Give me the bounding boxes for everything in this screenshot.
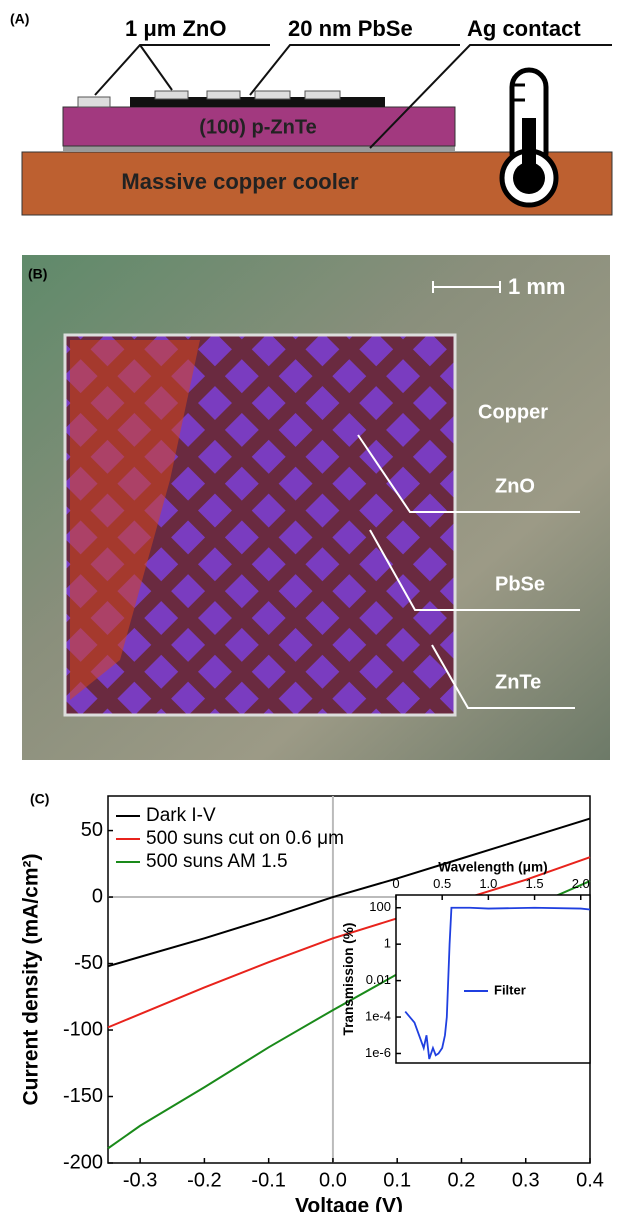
y-tick-label: 0	[92, 885, 103, 907]
x-tick-label: 0.0	[319, 1169, 347, 1191]
panel-label: (A)	[10, 11, 29, 27]
y-tick-label: 1e-4	[365, 1008, 391, 1023]
y-tick-label: 100	[369, 899, 391, 914]
x-tick-label: 0.4	[576, 1169, 604, 1191]
label: 1 mm	[508, 274, 565, 299]
x-tick-label: 0	[392, 876, 399, 891]
pbse-layer	[130, 97, 385, 107]
plot-frame	[395, 894, 591, 1064]
x-axis-label: Voltage (V)	[295, 1195, 403, 1212]
data-line	[404, 906, 591, 1060]
panel-b: (B) 1 mm Copper ZnO PbSe ZnTe	[22, 255, 610, 760]
y-tick-label: -50	[74, 952, 103, 974]
y-tick-label: 0.01	[366, 972, 391, 987]
x-tick-label: 0.1	[383, 1169, 411, 1191]
label: PbSe	[495, 573, 545, 595]
y-tick-label: 50	[81, 819, 103, 841]
data-line	[107, 817, 591, 968]
panel-label: (C)	[30, 791, 49, 807]
y-tick-label: 1	[384, 936, 391, 951]
label: Copper	[478, 401, 548, 423]
y-tick-label: -100	[63, 1018, 103, 1040]
label: ZnTe	[495, 671, 541, 693]
thermometer	[499, 67, 559, 208]
x-tick-label: 1.5	[526, 876, 544, 891]
x-tick-label: -0.2	[187, 1169, 221, 1191]
label: 20 nm PbSe	[288, 16, 413, 41]
y-tick-label: -200	[63, 1151, 103, 1173]
y-tick-label: -150	[63, 1085, 103, 1107]
panel-label: (B)	[28, 266, 47, 282]
x-tick-label: -0.3	[123, 1169, 157, 1191]
legend-label: 500 suns cut on 0.6 μm	[146, 828, 344, 849]
x-tick-label: 0.3	[512, 1169, 540, 1191]
reflection	[70, 340, 200, 700]
label: 1 μm ZnO	[125, 16, 226, 41]
leaders	[357, 281, 580, 709]
x-tick-label: 0.5	[433, 876, 451, 891]
label: ZnO	[495, 475, 535, 497]
label: Ag contact	[467, 16, 581, 41]
x-tick-label: 2.0	[572, 876, 590, 891]
legend-label: Filter	[494, 982, 526, 997]
zno-pads	[77, 90, 341, 108]
legend-label: 500 suns AM 1.5	[146, 851, 288, 872]
x-tick-label: 0.2	[448, 1169, 476, 1191]
y-axis-label: Current density (mA/cm²)	[20, 853, 43, 1105]
label: (100) p-ZnTe	[199, 116, 316, 138]
x-tick-label: 1.0	[479, 876, 497, 891]
leaders	[94, 44, 612, 149]
y-axis-label: Transmission (%)	[341, 923, 356, 1036]
y-tick-label: 1e-6	[365, 1045, 391, 1060]
x-tick-label: -0.1	[251, 1169, 285, 1191]
label: Massive copper cooler	[121, 169, 359, 194]
data-line	[107, 856, 591, 1029]
ag-layer	[63, 146, 455, 152]
legend-label: Dark I-V	[146, 805, 216, 826]
panel-a: (A) 1 μm ZnO 20 nm PbSe Ag contact (100)…	[10, 11, 613, 216]
x-axis-label: Wavelength (μm)	[438, 859, 547, 874]
